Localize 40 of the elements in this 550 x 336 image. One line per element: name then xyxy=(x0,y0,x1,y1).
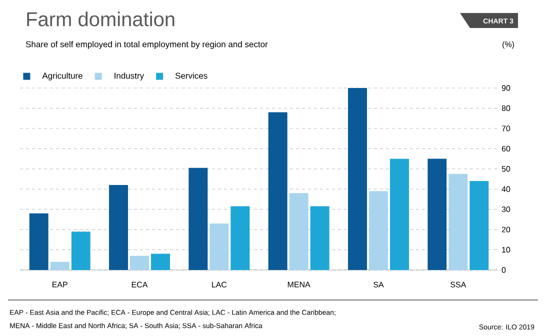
y-axis-title: (%) xyxy=(502,41,514,49)
bar xyxy=(428,158,447,270)
chart-title: Farm domination xyxy=(27,12,174,26)
y-tick-label: 50 xyxy=(502,166,510,172)
bar xyxy=(130,256,150,270)
bar xyxy=(268,112,288,270)
bar xyxy=(289,193,308,270)
bar xyxy=(348,88,367,270)
x-tick-label: SSA xyxy=(450,282,466,288)
bar xyxy=(188,168,208,270)
legend-label: Industry xyxy=(114,72,144,80)
y-tick-label: 30 xyxy=(502,206,510,212)
y-tick-label: 60 xyxy=(502,146,510,152)
bar xyxy=(29,213,48,270)
bar xyxy=(71,232,90,270)
bar xyxy=(109,185,128,270)
bar xyxy=(470,181,489,270)
bar xyxy=(50,262,70,270)
y-tick-label: 40 xyxy=(502,186,510,192)
x-tick-label: SA xyxy=(374,282,384,288)
x-tick-label: LAC xyxy=(212,282,227,288)
bar xyxy=(369,191,388,270)
y-tick-label: 20 xyxy=(502,226,510,232)
bar xyxy=(210,223,229,270)
y-tick-label: 80 xyxy=(502,105,510,112)
x-tick-label: EAP xyxy=(52,282,68,288)
x-tick-label: ECA xyxy=(132,282,148,288)
bar xyxy=(310,206,330,270)
bar xyxy=(390,158,409,270)
y-tick-label: 0 xyxy=(502,267,506,273)
chart-subtitle: Share of self employed in total employment by region and sector xyxy=(26,41,268,49)
y-tick-label: 70 xyxy=(502,126,510,132)
legend-label: Agriculture xyxy=(42,72,82,80)
bar xyxy=(151,254,170,270)
y-tick-label: 10 xyxy=(502,246,510,253)
legend-label: Services xyxy=(175,72,208,79)
bar xyxy=(230,206,250,270)
x-tick-label: MENA xyxy=(288,282,310,288)
bar xyxy=(448,174,468,270)
y-tick-label: 90 xyxy=(502,85,510,91)
